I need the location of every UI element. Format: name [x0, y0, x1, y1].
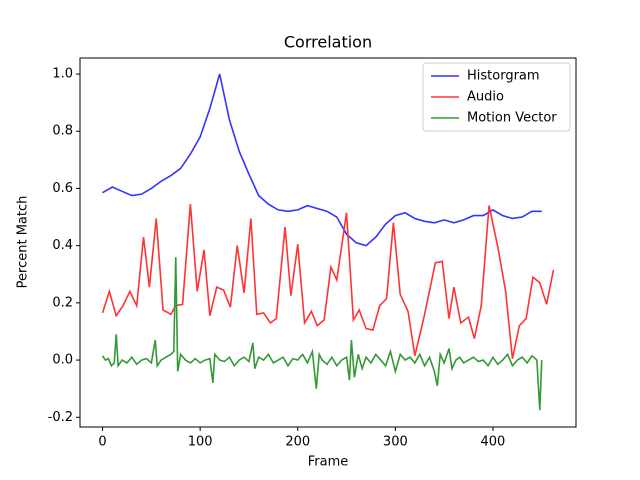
- series-line: [101, 204, 555, 359]
- legend-box: [422, 62, 571, 132]
- x-axis-label: Frame: [308, 455, 349, 470]
- x-tick-label: 100: [188, 435, 213, 450]
- x-tick-label: 400: [481, 435, 506, 450]
- y-axis-label: Percent Match: [16, 196, 31, 289]
- series-line: [102, 73, 542, 247]
- y-tick-label: 0.4: [52, 238, 73, 253]
- chart-title: Correlation: [284, 33, 372, 52]
- legend-label: Historgram: [467, 69, 540, 84]
- x-tick-label: 300: [383, 435, 408, 450]
- y-tick-label: 0.8: [52, 124, 73, 139]
- x-tick-label: 0: [98, 435, 106, 450]
- y-tick-label: 0.2: [52, 295, 73, 310]
- series-line: [101, 257, 543, 411]
- legend-label: Motion Vector: [467, 111, 557, 126]
- x-tick-label: 200: [285, 435, 310, 450]
- axes-frame: [79, 57, 577, 428]
- y-tick-label: 0.6: [52, 181, 73, 196]
- y-tick-label: -0.2: [48, 410, 73, 425]
- y-tick-label: 0.0: [52, 353, 73, 368]
- y-tick-label: 1.0: [52, 67, 73, 82]
- legend-label: Audio: [467, 90, 504, 105]
